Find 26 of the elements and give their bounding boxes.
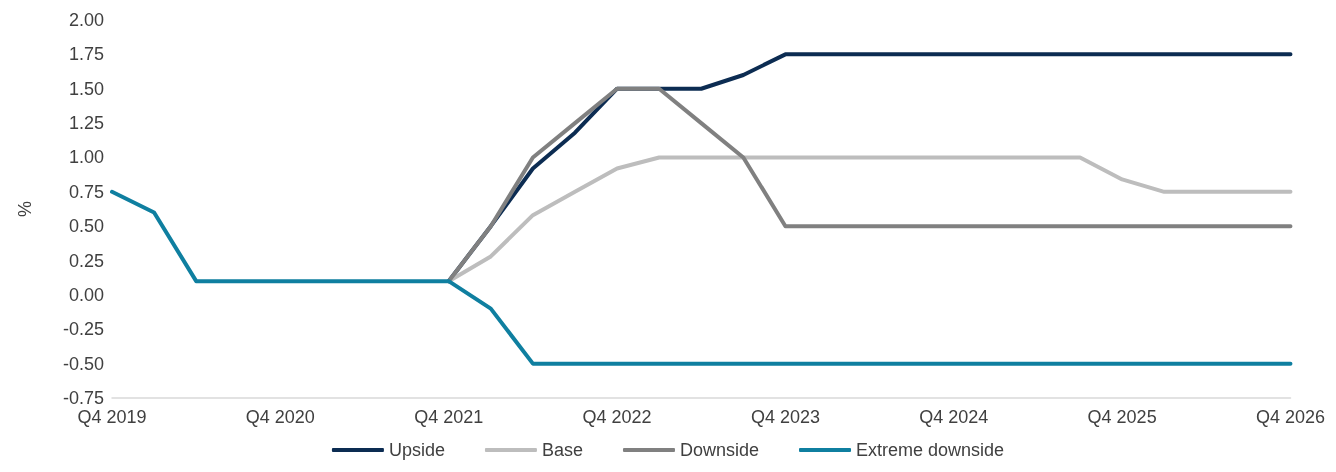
x-tick-label: Q4 2021	[414, 407, 484, 427]
line-series	[110, 189, 1293, 366]
legend-label: Extreme downside	[856, 440, 1005, 460]
y-tick-label: 1.50	[68, 78, 104, 99]
y-axis-title: %	[15, 200, 35, 218]
x-tick-label: Q4 2026	[1255, 407, 1325, 427]
y-tick-label: 1.75	[68, 44, 104, 65]
legend-label: Downside	[679, 440, 760, 460]
legend-label: Upside	[388, 440, 445, 460]
y-tick-label: 2.00	[68, 10, 104, 30]
y-tick-label: 0.75	[68, 181, 104, 202]
x-tick-label: Q4 2024	[919, 407, 989, 427]
y-tick-label: 0.00	[68, 284, 104, 305]
x-tick-label: Q4 2019	[77, 407, 147, 427]
x-tick-label: Q4 2025	[1087, 407, 1157, 427]
x-tick-label: Q4 2020	[245, 407, 315, 427]
y-tick-label: -0.75	[62, 388, 104, 408]
y-tick-label: 0.25	[68, 250, 104, 271]
x-tick-label: Q4 2022	[582, 407, 652, 427]
x-tick-label: Q4 2023	[750, 407, 820, 427]
legend-label: Base	[541, 440, 583, 460]
y-tick-label: -0.25	[62, 319, 104, 340]
y-tick-label: 1.25	[68, 113, 104, 134]
y-tick-label: 0.50	[68, 216, 104, 237]
y-tick-label: 1.00	[68, 147, 104, 168]
y-tick-label: -0.50	[62, 353, 104, 374]
